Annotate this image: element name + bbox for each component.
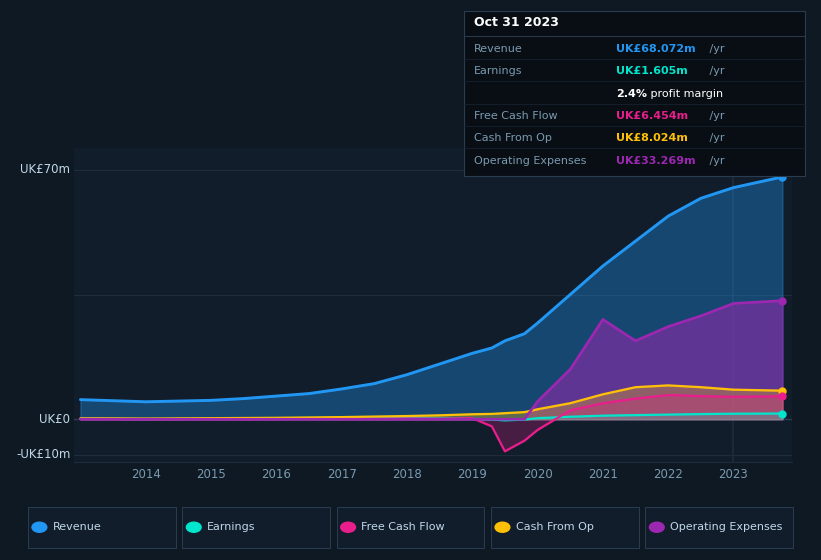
Text: UK£70m: UK£70m xyxy=(21,164,71,176)
Text: /yr: /yr xyxy=(706,133,725,143)
Text: UK£1.605m: UK£1.605m xyxy=(616,66,687,76)
Text: /yr: /yr xyxy=(706,156,725,166)
Text: Oct 31 2023: Oct 31 2023 xyxy=(474,16,558,29)
Text: UK£8.024m: UK£8.024m xyxy=(616,133,688,143)
Text: Revenue: Revenue xyxy=(53,522,101,532)
Text: Free Cash Flow: Free Cash Flow xyxy=(474,111,557,121)
Text: Earnings: Earnings xyxy=(207,522,255,532)
Text: UK£0: UK£0 xyxy=(39,413,71,426)
Text: Revenue: Revenue xyxy=(474,44,522,54)
Text: UK£68.072m: UK£68.072m xyxy=(616,44,695,54)
Text: /yr: /yr xyxy=(706,111,725,121)
Text: Operating Expenses: Operating Expenses xyxy=(670,522,782,532)
Text: UK£33.269m: UK£33.269m xyxy=(616,156,695,166)
Text: /yr: /yr xyxy=(706,44,725,54)
Text: Earnings: Earnings xyxy=(474,66,522,76)
Text: UK£6.454m: UK£6.454m xyxy=(616,111,688,121)
Text: 2.4%: 2.4% xyxy=(616,88,647,99)
Text: -UK£10m: -UK£10m xyxy=(16,449,71,461)
Text: Operating Expenses: Operating Expenses xyxy=(474,156,586,166)
Text: Cash From Op: Cash From Op xyxy=(474,133,552,143)
Text: Free Cash Flow: Free Cash Flow xyxy=(361,522,445,532)
Text: /yr: /yr xyxy=(706,66,725,76)
Text: profit margin: profit margin xyxy=(647,88,723,99)
Text: Cash From Op: Cash From Op xyxy=(516,522,594,532)
